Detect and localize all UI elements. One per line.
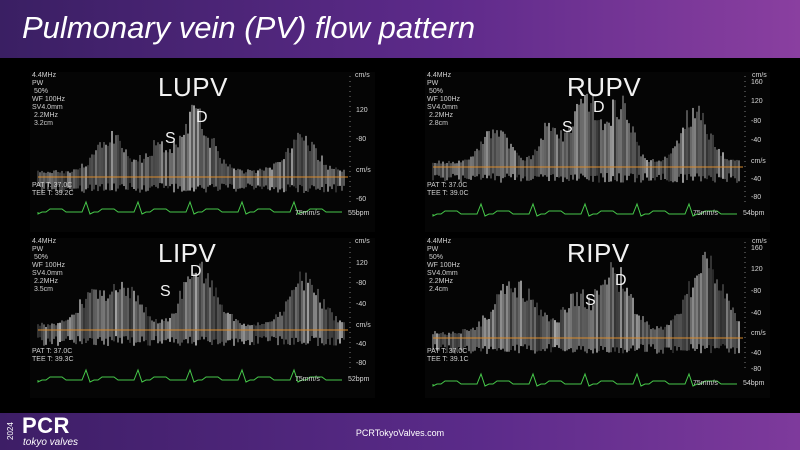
acquisition-settings: 4.4MHz PW 50% WF 100Hz SV4.0mm 2.2MHz 2.… — [427, 72, 461, 127]
sweep-speed: 75mm/s — [693, 380, 718, 387]
scale-label: 120 — [356, 107, 368, 114]
doppler-grid: 4.4MHz PW 50% WF 100Hz SV4.0mm 2.2MHz 3.… — [0, 58, 800, 413]
spectral-envelope — [37, 261, 345, 346]
scale-label: -40 — [751, 350, 762, 357]
scale-label: 160 — [751, 245, 763, 252]
spectral-envelope — [432, 251, 740, 354]
scale-label: -80 — [751, 118, 762, 125]
ecg-trace — [37, 368, 342, 383]
spectral-envelope — [37, 104, 345, 193]
doppler-panel-lupv: 4.4MHz PW 50% WF 100Hz SV4.0mm 2.2MHz 3.… — [30, 72, 375, 232]
scale-label: -80 — [751, 288, 762, 295]
scale-label: -40 — [751, 176, 762, 183]
doppler-spectrum — [37, 242, 351, 383]
sweep-speed: 75mm/s — [693, 210, 718, 217]
acquisition-settings: 4.4MHz PW 50% WF 100Hz SV4.0mm 2.2MHz 2.… — [427, 238, 461, 293]
footer-bar: 2024 PCR tokyo valves PCRTokyoValves.com — [0, 413, 800, 450]
vein-label: LUPV — [158, 72, 228, 102]
s-wave-label: S — [562, 119, 573, 136]
d-wave-label: D — [593, 99, 605, 116]
s-wave-label: S — [165, 130, 176, 147]
temperature-readout: PAT T: 37.0C TEE T: 39.3C — [32, 348, 74, 363]
ecg-trace — [432, 202, 737, 217]
doppler-panel-lipv: 4.4MHz PW 50% WF 100Hz SV4.0mm 2.2MHz 3.… — [30, 238, 375, 398]
pcr-logo: PCR — [22, 413, 70, 438]
scale-label: -40 — [356, 301, 367, 308]
scale-label: 120 — [751, 98, 763, 105]
s-wave-label: S — [585, 292, 596, 309]
scale-label: -80 — [356, 136, 367, 143]
doppler-spectrum — [37, 76, 351, 215]
scale-label: cm/s — [751, 330, 766, 337]
doppler-panel-rupv: 4.4MHz PW 50% WF 100Hz SV4.0mm 2.2MHz 2.… — [425, 72, 770, 232]
scale-label: cm/s — [355, 72, 370, 79]
doppler-panel-ripv: 4.4MHz PW 50% WF 100Hz SV4.0mm 2.2MHz 2.… — [425, 238, 770, 398]
scale-label: -80 — [356, 360, 367, 367]
d-wave-label: D — [196, 109, 208, 126]
heart-rate: 52bpm — [348, 376, 370, 383]
scale-label: 120 — [751, 266, 763, 273]
heart-rate: 54bpm — [743, 210, 765, 217]
scale-label: cm/s — [752, 72, 767, 79]
vein-label: RUPV — [567, 72, 642, 102]
vein-label: RIPV — [567, 238, 630, 268]
s-wave-label: S — [160, 283, 171, 300]
sweep-speed: 75mm/s — [295, 376, 320, 383]
doppler-spectrum — [432, 242, 746, 387]
scale-label: 160 — [751, 79, 763, 86]
scale-label: -80 — [751, 366, 762, 373]
temperature-readout: PAT T: 37.0C TEE T: 39.0C — [427, 182, 469, 197]
scale-label: -60 — [356, 196, 367, 203]
scale-label: -40 — [751, 137, 762, 144]
scale-label: cm/s — [751, 158, 766, 165]
d-wave-label: D — [190, 263, 202, 280]
acquisition-settings: 4.4MHz PW 50% WF 100Hz SV4.0mm 2.2MHz 3.… — [32, 72, 66, 127]
sweep-speed: 75mm/s — [295, 210, 320, 217]
scale-label: cm/s — [356, 167, 371, 174]
slide-title: Pulmonary vein (PV) flow pattern — [22, 10, 476, 45]
scale-label: -80 — [356, 280, 367, 287]
logo-subtitle: tokyo valves — [23, 437, 79, 448]
footer-url: PCRTokyoValves.com — [355, 428, 445, 438]
temperature-readout: PAT T: 37.0C TEE T: 39.1C — [427, 348, 469, 363]
temperature-readout: PAT T: 37.0C TEE T: 39.2C — [32, 182, 74, 197]
title-bar: Pulmonary vein (PV) flow pattern — [0, 0, 800, 58]
scale-label: -80 — [751, 194, 762, 201]
ecg-trace — [37, 200, 342, 215]
scale-label: cm/s — [355, 238, 370, 245]
heart-rate: 55bpm — [348, 210, 370, 217]
d-wave-label: D — [615, 272, 627, 289]
scale-label: -40 — [356, 341, 367, 348]
doppler-spectrum — [432, 76, 746, 217]
spectral-envelope — [432, 93, 740, 183]
scale-label: 120 — [356, 260, 368, 267]
heart-rate: 54bpm — [743, 380, 765, 387]
scale-label: cm/s — [356, 322, 371, 329]
ecg-trace — [432, 372, 737, 387]
acquisition-settings: 4.4MHz PW 50% WF 100Hz SV4.0mm 2.2MHz 3.… — [32, 238, 66, 293]
vein-label: LIPV — [158, 238, 217, 268]
scale-label: cm/s — [752, 238, 767, 245]
scale-label: -40 — [751, 310, 762, 317]
